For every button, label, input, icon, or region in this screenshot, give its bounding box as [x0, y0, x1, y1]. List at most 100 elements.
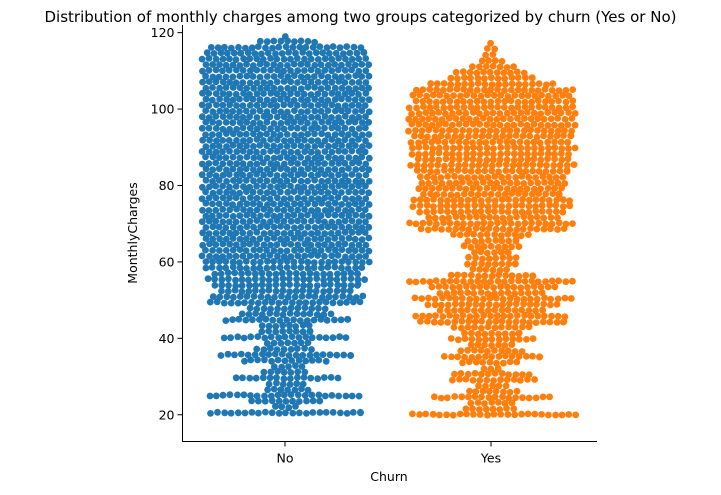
data-point: [433, 98, 440, 106]
data-point: [307, 241, 315, 249]
data-point: [314, 195, 322, 203]
data-point: [422, 410, 430, 418]
data-point: [489, 51, 497, 58]
data-point: [494, 75, 502, 82]
data-point: [321, 79, 329, 86]
data-point: [433, 191, 441, 198]
x-axis-ticks: No Yes: [277, 441, 501, 466]
data-point: [430, 203, 437, 211]
data-point: [484, 91, 492, 99]
data-point: [314, 90, 322, 98]
data-point: [304, 258, 312, 266]
data-point: [302, 333, 310, 341]
data-point: [348, 102, 356, 109]
data-point: [327, 374, 335, 381]
data-point: [265, 282, 273, 290]
data-point: [335, 171, 342, 179]
data-point: [365, 154, 373, 162]
data-point: [328, 252, 336, 260]
data-point: [256, 142, 264, 149]
data-point: [484, 290, 492, 298]
data-point: [300, 171, 308, 178]
data-point: [255, 397, 262, 405]
data-point: [413, 104, 420, 112]
data-point: [239, 67, 247, 74]
data-point: [219, 137, 227, 144]
data-point: [316, 409, 324, 416]
data-point: [546, 173, 553, 181]
data-point: [246, 206, 254, 214]
data-point: [488, 353, 496, 360]
data-point: [504, 411, 512, 418]
data-point: [473, 97, 481, 105]
data-point: [509, 138, 517, 146]
data-point: [267, 229, 274, 237]
data-point: [246, 240, 254, 248]
data-point: [277, 247, 284, 255]
data-point: [562, 104, 570, 112]
data-point: [279, 281, 287, 289]
data-point: [498, 232, 505, 240]
data-point: [501, 243, 509, 251]
data-point: [341, 79, 349, 86]
data-point: [301, 230, 308, 237]
data-point: [246, 282, 253, 289]
data-point: [331, 263, 339, 271]
data-point: [459, 115, 467, 122]
data-point: [266, 195, 274, 203]
data-point: [263, 340, 271, 347]
data-point: [292, 351, 300, 359]
data-point: [491, 202, 499, 210]
data-point: [523, 353, 530, 360]
data-point: [277, 61, 284, 69]
data-point: [501, 87, 508, 94]
data-point: [506, 254, 513, 262]
data-point: [546, 393, 553, 401]
data-point: [305, 50, 313, 58]
data-point: [329, 409, 337, 416]
data-point: [226, 252, 233, 260]
data-point: [417, 318, 424, 325]
data-point: [236, 84, 244, 92]
data-point: [482, 405, 490, 413]
data-point: [294, 102, 301, 109]
data-point: [551, 184, 558, 192]
data-point: [199, 229, 207, 237]
data-point: [539, 318, 547, 326]
data-point: [529, 352, 536, 360]
data-point: [240, 334, 248, 342]
data-point: [280, 230, 288, 237]
data-point: [240, 183, 247, 191]
data-point: [321, 252, 328, 260]
data-point: [267, 147, 274, 155]
data-point: [261, 299, 269, 306]
data-point: [530, 109, 538, 117]
data-point: [447, 104, 454, 112]
data-point: [222, 258, 230, 265]
data-point: [492, 254, 500, 262]
data-point: [328, 241, 335, 249]
data-point: [262, 408, 269, 416]
data-point: [499, 214, 507, 222]
data-point: [332, 293, 339, 301]
data-point: [299, 287, 307, 294]
data-point: [198, 218, 206, 226]
data-point: [304, 223, 312, 231]
data-point: [524, 289, 532, 297]
data-point: [534, 87, 542, 94]
data-point: [498, 207, 506, 215]
data-point: [318, 130, 325, 138]
data-point: [362, 113, 369, 120]
data-point: [263, 177, 271, 185]
data-point: [474, 220, 481, 228]
data-point: [263, 142, 271, 150]
data-point: [463, 91, 471, 99]
data-point: [288, 333, 296, 340]
data-point: [527, 295, 534, 303]
data-point: [291, 200, 298, 208]
data-point: [467, 103, 475, 111]
data-point: [286, 381, 294, 388]
data-point: [287, 253, 295, 260]
data-point: [521, 219, 529, 227]
data-point: [485, 307, 492, 314]
